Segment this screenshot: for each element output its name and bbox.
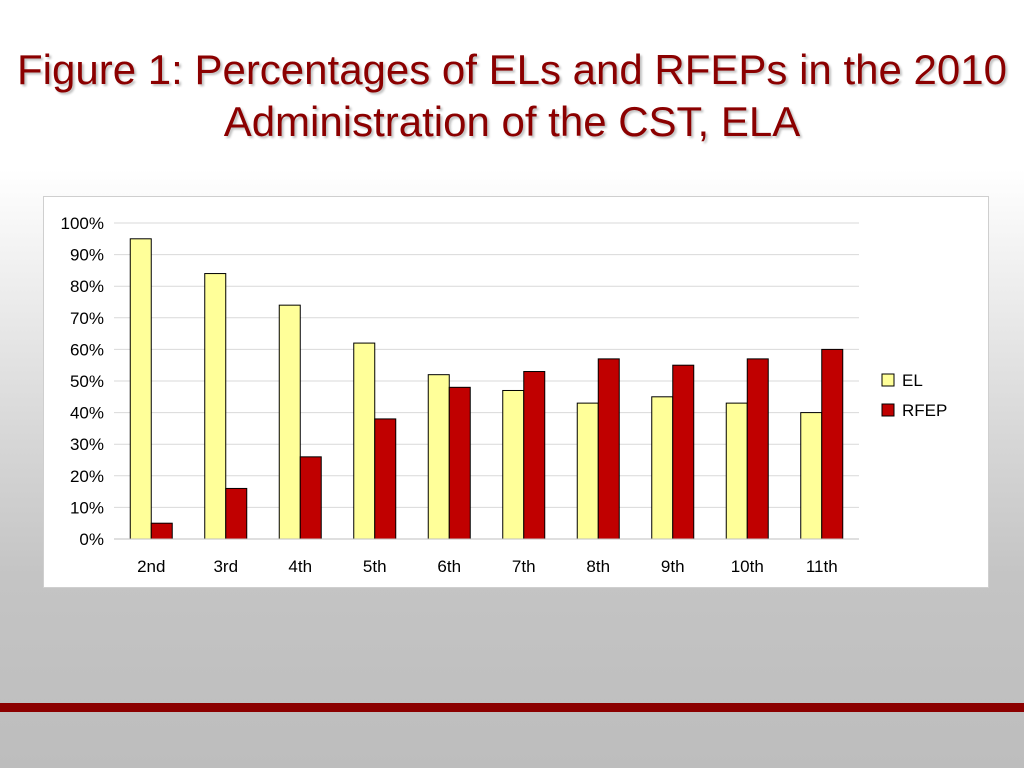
x-tick-label: 11th bbox=[806, 557, 838, 576]
y-tick-label: 90% bbox=[70, 246, 104, 265]
x-tick-label: 5th bbox=[363, 557, 387, 576]
y-tick-label: 20% bbox=[70, 467, 104, 486]
bar-el-4th bbox=[278, 304, 301, 540]
x-tick-label: 3rd bbox=[213, 557, 238, 576]
y-tick-label: 10% bbox=[70, 498, 104, 517]
bar-chart: 0% 10% 20% 30% 40% 50% 60% 70% 80% 90% 100% 2nd 3rd 4… bbox=[61, 214, 948, 576]
bottom-accent-bar bbox=[0, 703, 1024, 712]
x-tick-label: 9th bbox=[661, 557, 685, 576]
y-tick-label: 40% bbox=[70, 404, 104, 423]
x-tick-label: 6th bbox=[437, 557, 461, 576]
x-tick-label: 10th bbox=[731, 557, 764, 576]
bar-el-5th bbox=[353, 342, 376, 540]
axes: 0% 10% 20% 30% 40% 50% 60% 70% 80% 90% 100% 2nd 3rd 4… bbox=[61, 214, 859, 576]
bar-rfep-5th bbox=[374, 418, 397, 540]
y-tick-label: 100% bbox=[61, 214, 104, 233]
bar-rfep-10th bbox=[746, 358, 769, 540]
bar-el-9th bbox=[651, 396, 674, 540]
bar-rfep-3rd bbox=[225, 487, 248, 540]
x-tick-label: 2nd bbox=[137, 557, 165, 576]
bar-el-10th bbox=[725, 402, 748, 540]
bar-el-11th bbox=[800, 412, 823, 540]
legend: EL RFEP bbox=[881, 371, 947, 420]
bar-rfep-6th bbox=[448, 386, 471, 540]
legend-swatch-el bbox=[881, 373, 895, 387]
x-tick-label: 7th bbox=[512, 557, 536, 576]
bar-rfep-8th bbox=[597, 358, 620, 540]
y-tick-label: 0% bbox=[79, 530, 104, 549]
bar-el-7th bbox=[502, 389, 525, 540]
y-tick-label: 60% bbox=[70, 340, 104, 359]
bar-el-6th bbox=[427, 374, 450, 540]
x-tick-label: 4th bbox=[288, 557, 312, 576]
bar-el-3rd bbox=[204, 273, 227, 540]
bar-el-8th bbox=[576, 402, 599, 540]
legend-label-rfep: RFEP bbox=[902, 401, 947, 420]
bar-rfep-9th bbox=[672, 364, 695, 540]
bar-rfep-2nd bbox=[150, 522, 173, 540]
y-tick-label: 50% bbox=[70, 372, 104, 391]
bar-rfep-4th bbox=[299, 456, 322, 540]
y-tick-label: 30% bbox=[70, 435, 104, 454]
y-tick-label: 80% bbox=[70, 277, 104, 296]
bar-el-2nd bbox=[129, 238, 152, 540]
y-tick-label: 70% bbox=[70, 309, 104, 328]
bar-rfep-7th bbox=[523, 371, 546, 540]
legend-swatch-rfep bbox=[881, 403, 895, 417]
slide-title: Figure 1: Percentages of ELs and RFEPs i… bbox=[17, 46, 1007, 145]
x-tick-label: 8th bbox=[586, 557, 610, 576]
legend-label-el: EL bbox=[902, 371, 923, 390]
bars bbox=[129, 238, 844, 540]
bar-rfep-11th bbox=[821, 348, 844, 540]
chart-panel: 0% 10% 20% 30% 40% 50% 60% 70% 80% 90% 100% 2nd 3rd 4… bbox=[43, 196, 989, 588]
